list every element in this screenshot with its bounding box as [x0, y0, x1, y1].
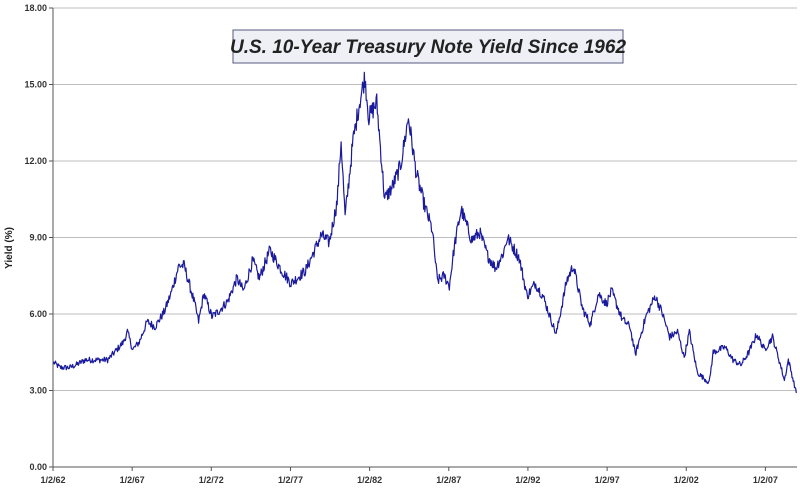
y-tick-label: 6.00 [29, 309, 47, 319]
y-tick-label: 18.00 [24, 3, 47, 13]
x-tick-label: 1/2/92 [515, 475, 540, 485]
x-tick-label: 1/2/87 [436, 475, 461, 485]
chart-title: U.S. 10-Year Treasury Note Yield Since 1… [230, 37, 626, 58]
x-tick-label: 1/2/07 [753, 475, 778, 485]
x-tick-label: 1/2/67 [120, 475, 145, 485]
x-tick-label: 1/2/62 [40, 475, 65, 485]
y-tick-label: 9.00 [29, 233, 47, 243]
x-tick-label: 1/2/02 [674, 475, 699, 485]
y-tick-label: 0.00 [29, 462, 47, 472]
x-tick-label: 1/2/72 [199, 475, 224, 485]
series-line-0 [52, 71, 797, 394]
x-tick-label: 1/2/82 [357, 475, 382, 485]
chart-title-box [232, 29, 624, 64]
y-tick-label: 15.00 [24, 80, 47, 90]
y-tick-label: 12.00 [24, 156, 47, 166]
y-axis-title: Yield (%) [4, 227, 15, 269]
x-tick-label: 1/2/97 [595, 475, 620, 485]
x-tick-label: 1/2/77 [278, 475, 303, 485]
y-tick-label: 3.00 [29, 386, 47, 396]
